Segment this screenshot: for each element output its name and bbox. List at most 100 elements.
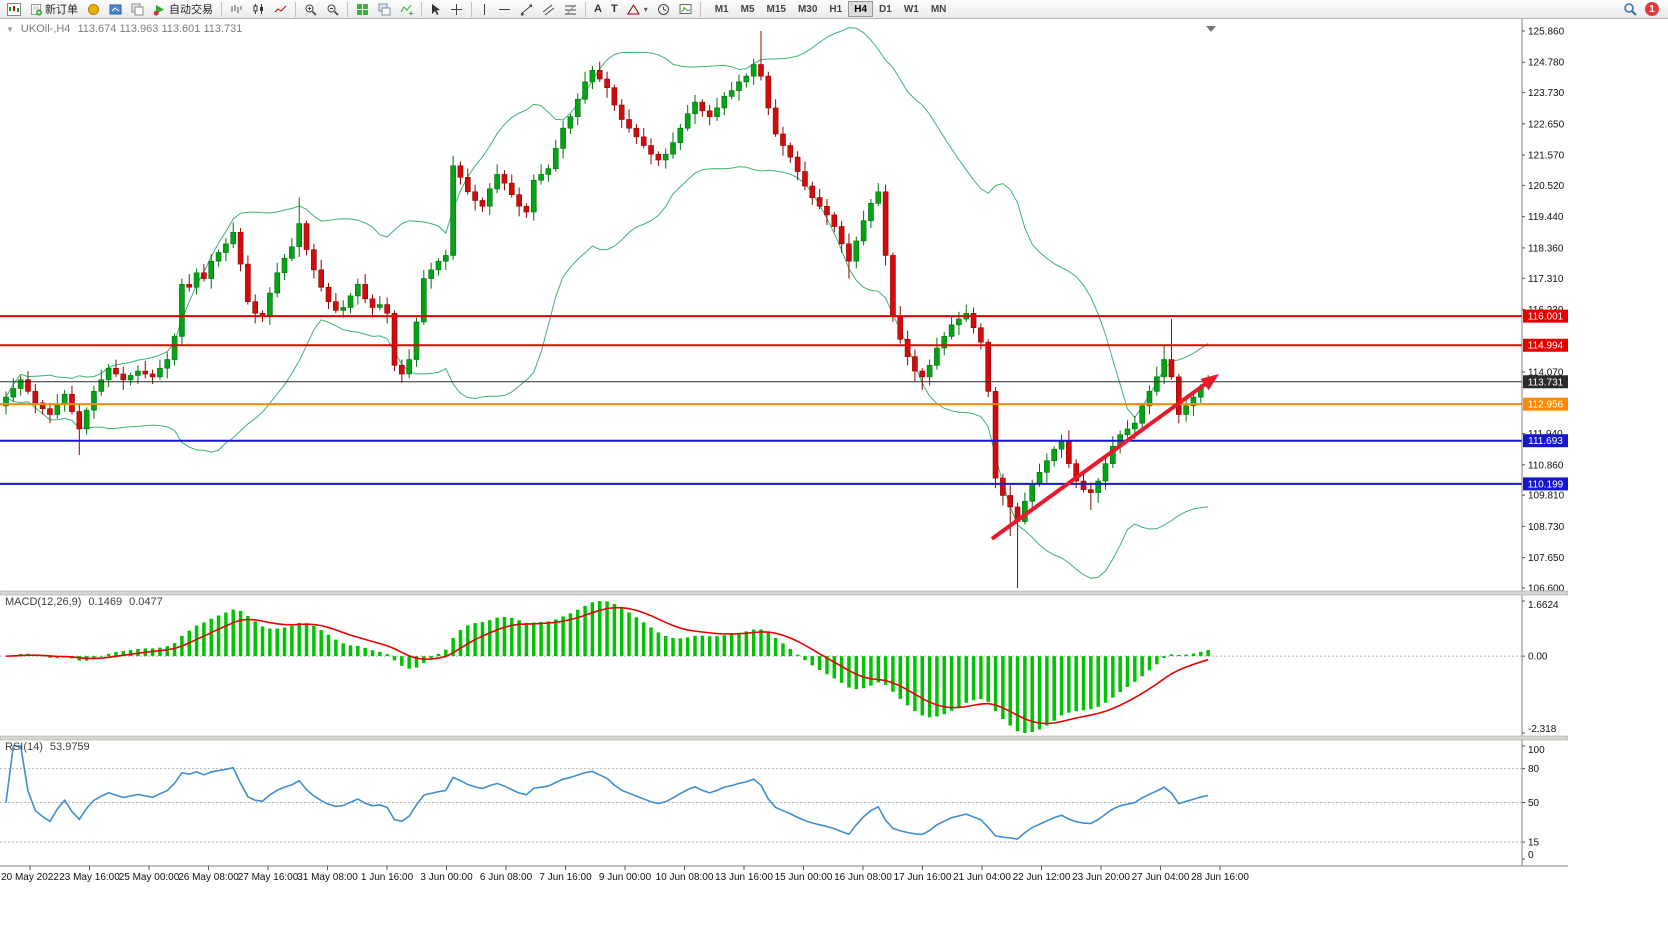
svg-text:28 Jun 16:00: 28 Jun 16:00 — [1191, 872, 1249, 883]
timeframe-mn-button[interactable]: MN — [930, 3, 947, 15]
macd-label[interactable]: MACD(12,26,9) 0.1469 0.0477 — [5, 596, 163, 608]
chart-menu-button[interactable] — [3, 1, 25, 18]
timeframe-m1-button[interactable]: M1 — [714, 3, 729, 15]
panel-splitter[interactable] — [0, 590, 1568, 596]
svg-text:15: 15 — [1528, 838, 1540, 849]
cursor-button[interactable] — [426, 1, 445, 18]
trend-arrow[interactable] — [990, 373, 1220, 541]
svg-text:121.570: 121.570 — [1528, 151, 1565, 162]
chart-canvas[interactable]: 125.860 124.780 123.730 122.650 121.570 120.5… — [0, 19, 1568, 938]
toolbar-separator — [221, 1, 222, 17]
svg-text:112.956: 112.956 — [1528, 400, 1564, 411]
svg-text:23 May 16:00: 23 May 16:00 — [59, 872, 120, 883]
timeframe-m30-button[interactable]: M30 — [797, 3, 818, 15]
toolbar-separator — [295, 1, 296, 17]
timeframe-h1-button[interactable]: H1 — [829, 3, 843, 15]
search-icon — [1623, 2, 1638, 17]
rsi-panel — [0, 745, 1522, 843]
mql5-button[interactable] — [83, 1, 104, 18]
svg-text:0: 0 — [1528, 850, 1534, 861]
panel-splitter[interactable] — [0, 735, 1568, 741]
svg-text:27 Jun 04:00: 27 Jun 04:00 — [1132, 872, 1190, 883]
tile-windows-button[interactable] — [352, 1, 373, 18]
svg-text:23 Jun 20:00: 23 Jun 20:00 — [1072, 872, 1130, 883]
timeframe-d1-button[interactable]: D1 — [879, 3, 892, 15]
trendline-icon — [520, 3, 533, 16]
data-window-icon — [131, 3, 144, 16]
image-icon — [679, 3, 692, 15]
horizontal-line-button[interactable] — [494, 1, 515, 18]
chevron-down-icon: ▾ — [643, 4, 648, 14]
svg-text:109.810: 109.810 — [1528, 491, 1565, 502]
crosshair-button[interactable] — [446, 1, 467, 18]
svg-text:50: 50 — [1528, 798, 1540, 809]
cascade-windows-button[interactable] — [374, 1, 395, 18]
fibonacci-button[interactable] — [560, 1, 581, 18]
zoom-out-button[interactable] — [322, 1, 343, 18]
svg-text:17 Jun 16:00: 17 Jun 16:00 — [894, 872, 952, 883]
data-window-button[interactable] — [127, 1, 148, 18]
text-label-button[interactable]: T — [607, 1, 622, 18]
toolbar-separator — [471, 1, 472, 17]
timeframe-group: M1 M5 M15 M30 H1 H4 D1 W1 MN — [709, 1, 953, 17]
market-watch-icon — [109, 3, 122, 16]
toolbar: 新订单 自动交易 A T ▾ M1 M5 M15 M30 H1 H4 D1 W1 MN 1 — [0, 0, 1668, 19]
text-button[interactable]: A — [590, 1, 606, 18]
notification-badge[interactable]: 1 — [1645, 2, 1659, 16]
toolbar-separator — [699, 1, 701, 17]
svg-text:-2.318: -2.318 — [1528, 724, 1557, 735]
cascade-windows-icon — [378, 3, 391, 16]
svg-text:114.070: 114.070 — [1528, 367, 1564, 378]
indicators-button[interactable] — [396, 1, 417, 18]
toolbar-separator — [585, 1, 586, 17]
clock-icon — [657, 3, 670, 16]
channel-icon — [542, 3, 555, 16]
snapshot-button[interactable] — [675, 1, 696, 18]
svg-text:107.650: 107.650 — [1528, 553, 1565, 564]
chart-menu-icon — [7, 2, 21, 16]
chart-shift-marker[interactable] — [1206, 26, 1216, 32]
symbol-info[interactable]: ▼ UKOil-,H4 113.674 113.963 113.601 113.… — [6, 23, 242, 35]
periods-clock-button[interactable] — [653, 1, 674, 18]
svg-text:119.440: 119.440 — [1528, 212, 1564, 223]
chart-plot-area[interactable] — [0, 19, 1522, 866]
channel-button[interactable] — [538, 1, 559, 18]
trendline-button[interactable] — [516, 1, 537, 18]
svg-text:110.199: 110.199 — [1528, 479, 1564, 490]
vertical-line-button[interactable] — [476, 1, 493, 18]
new-order-label: 新订单 — [45, 4, 78, 16]
svg-text:26 May 08:00: 26 May 08:00 — [178, 872, 239, 883]
timeframe-h4-button[interactable]: H4 — [848, 1, 874, 17]
svg-text:100: 100 — [1528, 745, 1545, 756]
new-order-button[interactable]: 新订单 — [26, 1, 82, 18]
macd-panel — [0, 601, 1522, 733]
macd-value-signal: 0.0477 — [129, 596, 163, 608]
market-watch-button[interactable] — [105, 1, 126, 18]
search-button[interactable] — [1619, 1, 1642, 18]
bar-chart-button[interactable] — [226, 1, 247, 18]
rsi-name: RSI(14) — [5, 741, 43, 753]
line-chart-button[interactable] — [270, 1, 291, 18]
timeframe-m15-button[interactable]: M15 — [766, 3, 786, 15]
svg-text:106.600: 106.600 — [1528, 584, 1565, 595]
zoom-in-icon — [304, 3, 317, 16]
candlestick-chart-button[interactable] — [248, 1, 269, 18]
horizontal-lines[interactable] — [0, 315, 1522, 485]
autotrading-button[interactable]: 自动交易 — [149, 1, 217, 18]
svg-text:3 Jun 00:00: 3 Jun 00:00 — [420, 872, 473, 883]
zoom-in-button[interactable] — [300, 1, 321, 18]
rsi-label[interactable]: RSI(14) 53.9759 — [5, 741, 90, 753]
cursor-icon — [430, 3, 441, 16]
tile-windows-icon — [356, 3, 369, 16]
svg-text:7 Jun 16:00: 7 Jun 16:00 — [539, 872, 592, 883]
timeframe-m5-button[interactable]: M5 — [740, 3, 755, 15]
svg-text:124.780: 124.780 — [1528, 58, 1565, 69]
price-axis[interactable]: 125.860 124.780 123.730 122.650 121.570 120.5… — [1521, 19, 1568, 866]
timeframe-w1-button[interactable]: W1 — [903, 3, 919, 15]
collapse-triangle-icon[interactable]: ▼ — [6, 24, 14, 34]
svg-text:27 May 16:00: 27 May 16:00 — [238, 872, 299, 883]
svg-text:25 May 00:00: 25 May 00:00 — [119, 872, 180, 883]
svg-text:118.360: 118.360 — [1528, 243, 1564, 254]
shapes-dropdown-button[interactable]: ▾ — [623, 1, 652, 18]
